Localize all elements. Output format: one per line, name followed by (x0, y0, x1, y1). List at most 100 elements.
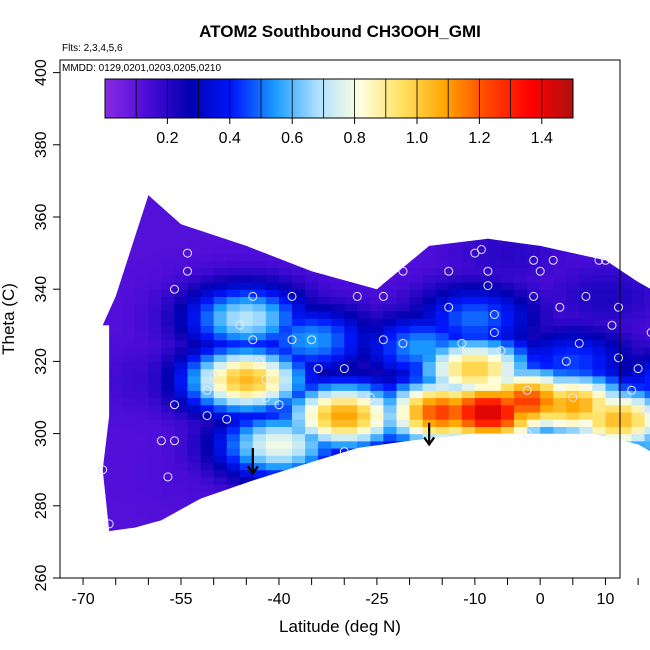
heatmap-cell (501, 202, 515, 211)
heatmap-cell (200, 505, 215, 514)
sample-point (287, 335, 297, 345)
heatmap-cell (396, 303, 411, 312)
heatmap-cell (540, 419, 554, 427)
heatmap-cell (435, 303, 450, 312)
heatmap-cell (239, 440, 254, 449)
heatmap-cell (187, 462, 202, 471)
heatmap-cell (540, 195, 554, 204)
heatmap-cell (501, 404, 515, 413)
heatmap-cell (435, 433, 450, 442)
heatmap-cell (448, 455, 463, 464)
sample-point (496, 346, 506, 356)
heatmap-cell (344, 303, 358, 312)
heatmap-cell (292, 303, 306, 312)
heatmap-cell (409, 505, 424, 514)
heatmap-cell (566, 274, 580, 283)
heatmap-cell (461, 520, 476, 528)
heatmap-cell (318, 455, 332, 464)
heatmap-cell (200, 347, 215, 355)
heatmap-cell (605, 375, 620, 384)
heatmap-cell (514, 253, 528, 261)
heatmap-cell (631, 491, 646, 500)
heatmap-cell (83, 477, 97, 485)
heatmap-cell (461, 332, 476, 341)
heatmap-cell (122, 209, 136, 218)
heatmap-cell (344, 253, 358, 261)
heatmap-cell (487, 202, 502, 211)
heatmap-cell (331, 505, 345, 514)
heatmap-cell (102, 397, 110, 406)
heatmap-cell (357, 224, 371, 232)
heatmap-cell (592, 347, 607, 355)
heatmap-cell (474, 419, 489, 427)
heatmap-cell (644, 448, 650, 456)
heatmap-cell (357, 267, 371, 276)
heatmap-cell (644, 318, 650, 326)
heatmap-cell (148, 274, 163, 283)
heatmap-cell (409, 310, 424, 319)
heatmap-cell (213, 361, 228, 370)
heatmap-cell (252, 527, 267, 536)
heatmap-cell (474, 375, 489, 384)
heatmap-cell (527, 195, 541, 204)
heatmap-cell (474, 217, 489, 225)
heatmap-cell (501, 375, 515, 384)
heatmap-cell (331, 267, 345, 276)
heatmap-cell (148, 491, 163, 500)
heatmap-cell (553, 505, 567, 514)
heatmap-cell (252, 383, 267, 391)
heatmap-cell (252, 274, 267, 283)
heatmap-cell (540, 296, 554, 305)
heatmap-cell (448, 520, 463, 528)
heatmap-cell (566, 404, 580, 413)
heatmap-cell (422, 498, 437, 507)
y-tick-label: 340 (33, 276, 50, 303)
heatmap-cell (122, 491, 136, 500)
heatmap-cell (474, 354, 489, 362)
heatmap-cell (487, 296, 502, 305)
heatmap-cell (527, 375, 541, 384)
heatmap-cell (566, 411, 580, 420)
heatmap-cell (501, 245, 515, 254)
heatmap-cell (148, 534, 163, 542)
heatmap-cell (83, 289, 97, 297)
heatmap-cell (252, 245, 267, 254)
heatmap-cell (409, 289, 424, 297)
heatmap-cell (605, 383, 620, 391)
heatmap-cell (83, 426, 97, 434)
heatmap-cell (592, 411, 607, 420)
sample-point (601, 255, 610, 265)
heatmap-cell (540, 274, 554, 283)
heatmap-cell (383, 498, 398, 507)
heatmap-cell (318, 332, 332, 341)
heatmap-cell (226, 440, 241, 449)
heatmap-cell (135, 498, 149, 507)
heatmap-cell (318, 282, 332, 290)
heatmap-cell (265, 296, 280, 305)
heatmap-cell (279, 325, 293, 334)
heatmap-cell (174, 217, 189, 225)
heatmap-cell (579, 534, 593, 542)
heatmap-cell (148, 397, 163, 406)
heatmap-cell (527, 347, 541, 355)
heatmap-cell (487, 513, 502, 521)
heatmap-cell (292, 534, 306, 542)
heatmap-cell (305, 289, 319, 297)
heatmap-cell (383, 361, 398, 370)
heatmap-cell (566, 310, 580, 319)
heatmap-cell (305, 282, 319, 290)
heatmap-cell (357, 448, 371, 456)
heatmap-cell (200, 397, 215, 406)
heatmap-cell (148, 462, 163, 471)
heatmap-cell (102, 476, 110, 485)
heatmap-cell (318, 325, 332, 334)
heatmap-cell (566, 498, 580, 507)
heatmap-cell (592, 202, 607, 211)
heatmap-cell (344, 347, 358, 355)
heatmap-cell (461, 527, 476, 536)
heatmap-cell (370, 303, 385, 312)
heatmap-cell (226, 332, 241, 341)
heatmap-cell (644, 411, 650, 420)
heatmap-cell (200, 303, 215, 312)
heatmap-cell (292, 383, 306, 391)
